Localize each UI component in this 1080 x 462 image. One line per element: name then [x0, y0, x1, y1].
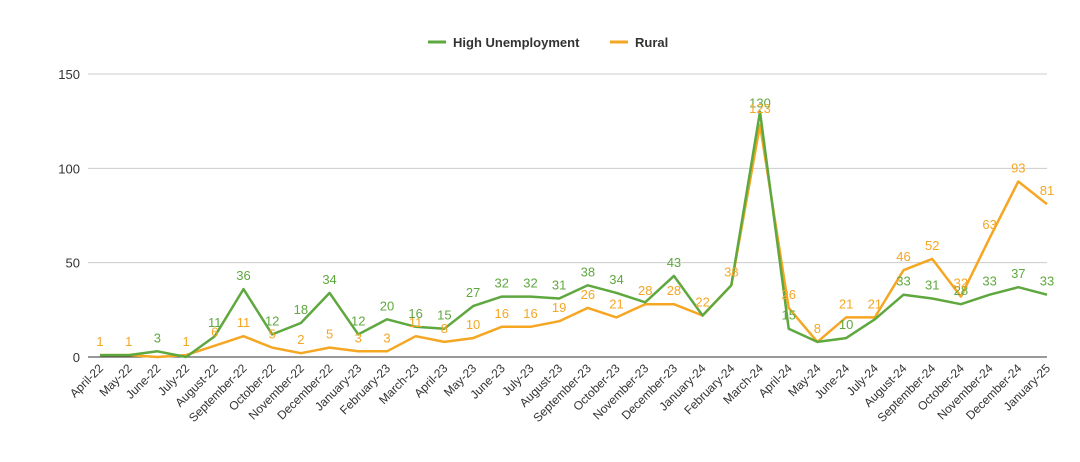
- data-label: 63: [982, 217, 996, 232]
- data-label: 12: [265, 313, 279, 328]
- data-label: 33: [1040, 274, 1054, 289]
- data-label: 52: [925, 238, 939, 253]
- x-axis-ticks: April-22May-22June-22July-22August-22Sep…: [67, 361, 1053, 425]
- data-label: 20: [380, 298, 394, 313]
- data-label: 26: [781, 287, 795, 302]
- data-label: 8: [441, 321, 448, 336]
- data-label: 8: [814, 321, 821, 336]
- legend-label-high-unemployment: High Unemployment: [453, 35, 580, 50]
- data-label: 36: [236, 268, 250, 283]
- data-label: 18: [294, 302, 308, 317]
- data-label: 32: [523, 276, 537, 291]
- data-label: 6: [211, 325, 218, 340]
- data-label: 5: [269, 327, 276, 342]
- data-label: 81: [1040, 183, 1054, 198]
- data-label: 31: [925, 278, 939, 293]
- data-label: 28: [638, 283, 652, 298]
- legend-label-rural: Rural: [635, 35, 668, 50]
- gridlines: [88, 73, 1047, 358]
- data-label: 43: [667, 255, 681, 270]
- data-label: 15: [437, 308, 451, 323]
- data-label: 11: [237, 315, 251, 330]
- data-label: 15: [781, 308, 795, 323]
- series-line-rural: [100, 123, 1048, 359]
- data-label: 93: [1011, 161, 1025, 176]
- data-label: 130: [749, 96, 771, 111]
- series-lines: [100, 110, 1048, 359]
- series-line-high-unemployment: [100, 110, 1048, 359]
- data-label: 46: [896, 249, 910, 264]
- data-label: 10: [839, 317, 853, 332]
- y-tick-label: 0: [73, 350, 80, 365]
- data-label: 22: [695, 294, 709, 309]
- data-label: 2: [297, 332, 304, 347]
- data-label: 33: [982, 274, 996, 289]
- data-label: 21: [839, 296, 853, 311]
- data-label: 1: [182, 334, 189, 349]
- data-label: 3: [383, 330, 390, 345]
- data-label: 33: [896, 274, 910, 289]
- data-label: 3: [355, 330, 362, 345]
- data-label: 3: [154, 330, 161, 345]
- data-label: 32: [954, 276, 968, 291]
- data-label: 19: [552, 300, 566, 315]
- data-label: 38: [724, 264, 738, 279]
- data-label: 31: [552, 278, 566, 293]
- data-label: 37: [1011, 266, 1025, 281]
- data-label: 21: [609, 296, 623, 311]
- data-label: 123: [749, 101, 771, 116]
- data-label: 1: [96, 334, 103, 349]
- data-label: 10: [466, 317, 480, 332]
- data-label: 21: [868, 296, 882, 311]
- data-label: 32: [495, 276, 509, 291]
- data-label: 27: [466, 285, 480, 300]
- data-label: 34: [609, 272, 623, 287]
- y-tick-label: 100: [58, 161, 80, 176]
- y-axis-ticks: 0 50 100 150: [58, 67, 80, 365]
- data-label: 26: [581, 287, 595, 302]
- data-label: 34: [322, 272, 336, 287]
- legend: High Unemployment Rural: [428, 35, 668, 50]
- data-label: 16: [408, 306, 422, 321]
- data-label: 16: [495, 306, 509, 321]
- data-label: 11: [409, 315, 423, 330]
- y-tick-label: 50: [66, 256, 80, 271]
- data-label: 1: [125, 334, 132, 349]
- data-label: 28: [667, 283, 681, 298]
- data-label: 38: [581, 264, 595, 279]
- data-label: 5: [326, 327, 333, 342]
- data-label: 12: [351, 313, 365, 328]
- y-tick-label: 150: [58, 67, 80, 82]
- data-label: 16: [523, 306, 537, 321]
- data-label: 11: [208, 315, 222, 330]
- data-label: 28: [954, 283, 968, 298]
